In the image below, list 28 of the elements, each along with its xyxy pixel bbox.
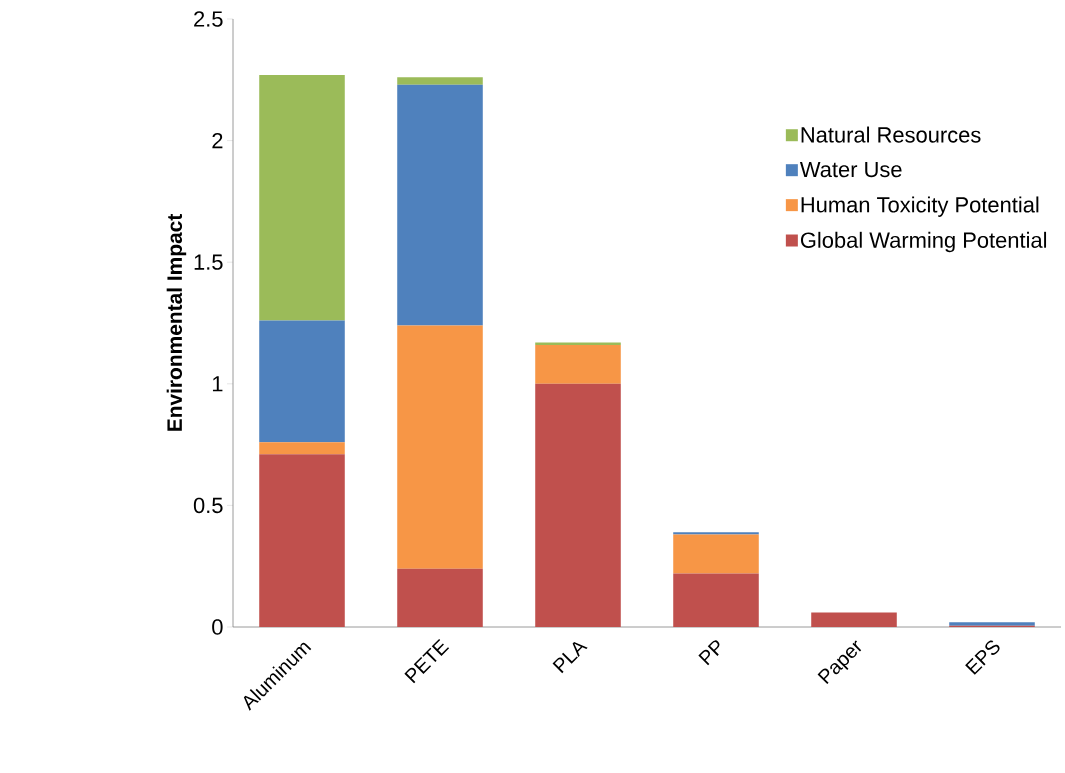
y-tick-label: 2 [212, 132, 223, 149]
bar [397, 325, 483, 569]
bar [259, 442, 345, 455]
legend-label: Human Toxicity Potential [801, 196, 1039, 217]
bar [673, 534, 759, 574]
legend-label: Global Warming Potential [800, 231, 1047, 253]
y-axis-title: Environmental Impact [166, 213, 187, 431]
bar [535, 344, 621, 384]
legend-label: Water Use [799, 161, 902, 178]
y-tick-label: 0.5 [193, 497, 223, 514]
bar [811, 612, 897, 627]
y-tick-label: 2.5 [194, 11, 223, 27]
x-tick-label: PLA [552, 641, 588, 674]
bar [673, 532, 759, 535]
x-tick-label: PP [698, 640, 720, 666]
bar [259, 320, 345, 443]
bar [673, 573, 759, 627]
y-tick-label: 1.5 [194, 254, 223, 270]
bar [259, 74, 345, 321]
bar [397, 77, 483, 85]
bar [535, 342, 621, 345]
bar [397, 84, 483, 326]
legend-label: Natural Resources [801, 126, 981, 143]
bar [397, 568, 483, 627]
bar [259, 454, 345, 627]
bar [535, 383, 621, 627]
y-tick-label: 1 [212, 376, 223, 392]
y-tick-label: 0 [212, 619, 223, 635]
